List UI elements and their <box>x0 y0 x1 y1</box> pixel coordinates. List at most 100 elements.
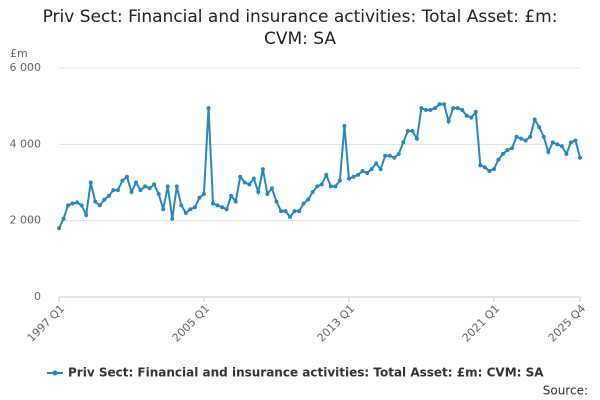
point <box>197 195 202 200</box>
point <box>482 165 487 170</box>
point <box>283 209 288 214</box>
point <box>183 211 188 216</box>
point <box>161 207 166 212</box>
point <box>61 216 66 221</box>
point <box>147 186 152 191</box>
point <box>573 138 578 143</box>
point <box>500 151 505 156</box>
point <box>396 151 401 156</box>
point <box>274 199 279 204</box>
point <box>532 117 537 122</box>
point <box>528 134 533 139</box>
point <box>192 205 197 210</box>
point <box>57 226 61 231</box>
point <box>460 107 465 112</box>
point <box>265 191 270 196</box>
point <box>134 180 139 185</box>
point <box>297 209 302 214</box>
point <box>138 188 143 193</box>
point <box>360 169 365 174</box>
point <box>269 186 274 191</box>
point <box>419 106 424 111</box>
point <box>301 201 306 206</box>
point <box>324 172 329 177</box>
point <box>84 212 89 217</box>
point <box>224 207 229 212</box>
point <box>170 216 175 221</box>
legend-marker <box>52 370 58 376</box>
point <box>351 174 356 179</box>
point <box>451 106 456 111</box>
point <box>97 203 102 208</box>
point <box>206 106 211 111</box>
point <box>66 203 71 208</box>
point <box>124 174 129 179</box>
point <box>229 193 234 198</box>
point <box>333 184 338 189</box>
point <box>288 214 293 219</box>
point <box>242 180 247 185</box>
point <box>401 140 406 145</box>
point <box>469 115 474 120</box>
point <box>129 190 134 195</box>
point <box>410 128 415 133</box>
point <box>505 148 510 153</box>
point <box>106 193 111 198</box>
point <box>446 119 451 124</box>
x-tick-label: 2013 Q1 <box>315 302 358 345</box>
point <box>247 182 252 187</box>
point <box>75 200 80 205</box>
point <box>238 174 243 179</box>
point <box>156 191 161 196</box>
point <box>306 197 311 202</box>
point <box>405 128 410 133</box>
point <box>374 161 379 166</box>
point <box>455 106 460 111</box>
chart-title: Priv Sect: Financial and insurance activ… <box>42 7 558 49</box>
point <box>414 136 419 141</box>
point <box>346 176 351 181</box>
y-tick-label: 6 000 <box>10 61 42 74</box>
y-tick-label: 4 000 <box>10 137 42 150</box>
point <box>179 203 184 208</box>
point <box>188 207 193 212</box>
point <box>292 209 297 214</box>
point <box>433 106 438 111</box>
point <box>315 184 320 189</box>
point <box>220 205 225 210</box>
y-tick-label: 0 <box>34 290 41 303</box>
point <box>491 167 496 172</box>
point <box>143 184 148 189</box>
point <box>442 102 447 107</box>
point <box>233 199 238 204</box>
point <box>165 184 170 189</box>
point <box>319 182 324 187</box>
point <box>514 134 519 139</box>
x-tick-label: 2021 Q1 <box>460 302 503 345</box>
point <box>211 201 216 206</box>
point <box>260 167 265 172</box>
point <box>478 163 483 168</box>
point <box>541 134 546 139</box>
point <box>79 203 84 208</box>
series-line <box>58 103 581 229</box>
point <box>256 190 261 195</box>
point <box>537 125 542 130</box>
point <box>464 113 469 118</box>
y-axis-label: £m <box>10 47 28 60</box>
y-tick-label: 2 000 <box>10 214 42 227</box>
point <box>201 191 206 196</box>
point <box>383 153 388 158</box>
point <box>115 188 120 193</box>
point <box>519 136 524 141</box>
point <box>70 201 75 206</box>
source: Source: <box>543 384 588 398</box>
point <box>559 144 564 149</box>
point <box>111 188 116 193</box>
point <box>88 180 93 185</box>
point <box>473 109 478 114</box>
point <box>120 178 125 183</box>
point <box>550 140 555 145</box>
point <box>378 167 383 172</box>
